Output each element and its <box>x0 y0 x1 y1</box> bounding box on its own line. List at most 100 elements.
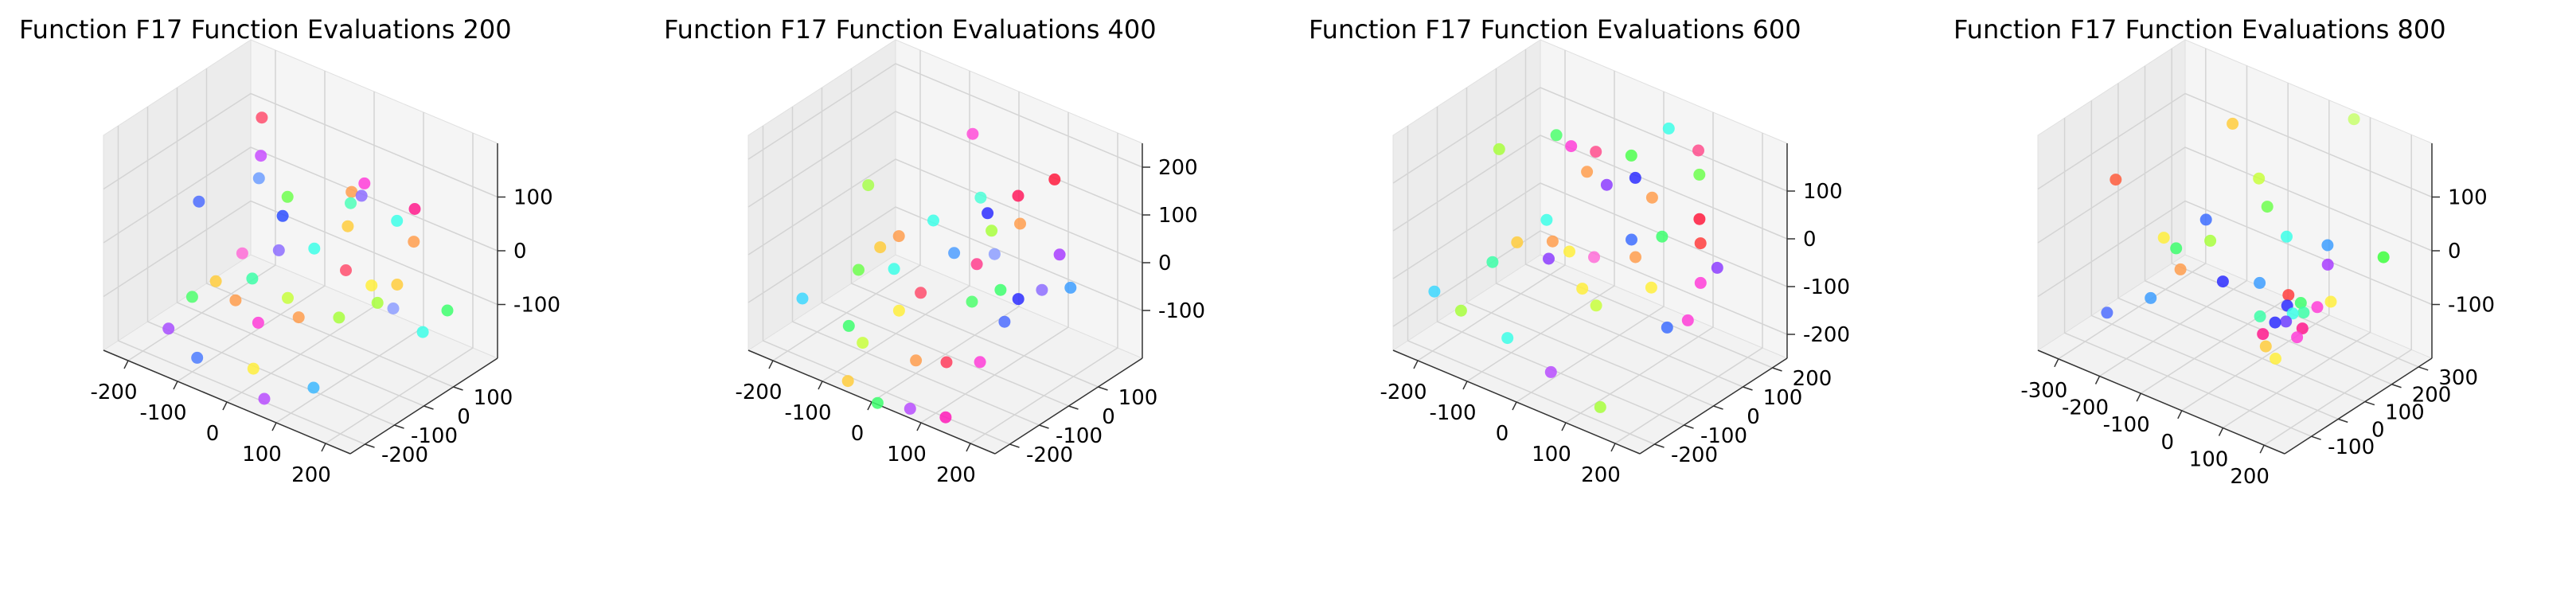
data-point <box>246 272 259 285</box>
gridline-z <box>103 92 498 198</box>
y-tick <box>2391 384 2402 388</box>
gridline-z <box>103 200 498 306</box>
gridline-z <box>1392 230 1788 335</box>
gridline-z <box>1392 182 1788 287</box>
y-tick-label: -100 <box>1056 424 1103 448</box>
data-point <box>2270 353 2281 365</box>
x-tick <box>1462 381 1468 390</box>
scatter3d-plot[interactable]: -300-200-1000100200-1000100200300-100010… <box>1934 0 2571 609</box>
gridline-x <box>2223 117 2371 429</box>
data-point <box>1645 191 1658 204</box>
gridline-y <box>1495 68 1743 388</box>
data-point <box>857 337 869 349</box>
data-point <box>258 392 271 405</box>
data-point <box>998 315 1011 328</box>
data-point <box>853 264 865 276</box>
data-point <box>982 207 994 220</box>
data-point <box>841 375 854 388</box>
data-point <box>1581 166 1594 178</box>
data-point <box>2348 113 2360 126</box>
data-point <box>2170 242 2183 255</box>
data-point <box>191 351 204 364</box>
data-point <box>1693 213 1706 225</box>
z-tick-label: -100 <box>2448 294 2495 318</box>
gridline-y <box>1436 107 1684 426</box>
gridline-x <box>2263 135 2412 446</box>
gridline-y <box>1466 88 1714 407</box>
data-point <box>282 291 294 304</box>
data-point <box>888 263 900 275</box>
data-point <box>842 319 855 332</box>
data-point <box>365 279 378 292</box>
data-point <box>355 189 368 202</box>
gridline-z <box>1392 87 1788 192</box>
data-point <box>1546 235 1559 248</box>
y-tick <box>2338 418 2348 424</box>
subplot-1: Function F17 Function Evaluations 200 -2… <box>0 0 637 609</box>
data-point <box>408 236 420 248</box>
subplot-3: Function F17 Function Evaluations 600 -2… <box>1290 0 1926 609</box>
subplot-4: Function F17 Function Evaluations 800 -3… <box>1934 0 2571 609</box>
x-tick <box>966 443 971 452</box>
x-tick <box>1610 443 1616 452</box>
data-point <box>2311 301 2324 314</box>
data-point <box>162 322 175 335</box>
x-tick <box>2136 392 2141 402</box>
z-tick-label: -100 <box>1158 299 1205 323</box>
y-tick <box>1039 424 1049 429</box>
scatter3d-plot[interactable]: -200-1000100200-200-1000100200-200-10001… <box>1290 0 1926 609</box>
x-tick-label: 0 <box>851 422 865 446</box>
x-tick-label: -200 <box>1380 381 1427 404</box>
x-tick-label: -200 <box>735 381 782 404</box>
gridline-z <box>747 158 1143 264</box>
y-tick <box>1772 367 1782 372</box>
data-point <box>939 411 952 424</box>
subplot-title: Function F17 Function Evaluations 200 <box>19 14 512 45</box>
data-point <box>2216 275 2229 288</box>
data-point <box>904 402 916 415</box>
data-point <box>2294 297 2307 309</box>
data-point <box>966 295 978 308</box>
data-point <box>441 304 454 317</box>
data-point <box>185 291 198 303</box>
data-point <box>862 179 875 192</box>
y-tick-label: 0 <box>457 405 470 429</box>
data-point <box>229 294 242 306</box>
data-point <box>2254 310 2266 322</box>
data-point <box>2257 328 2270 341</box>
x-tick <box>2259 444 2265 454</box>
y-tick-label: 0 <box>2371 418 2385 442</box>
y-tick <box>394 424 404 429</box>
gridline-z <box>747 63 1143 168</box>
y-tick-label: 100 <box>1763 386 1803 410</box>
data-point <box>193 195 205 208</box>
data-point <box>892 304 905 317</box>
data-point <box>1543 252 1555 265</box>
data-point <box>994 283 1007 296</box>
data-point <box>292 311 305 324</box>
gridline-x <box>2181 100 2330 412</box>
data-point <box>974 356 986 369</box>
x-tick-label: 200 <box>936 463 976 487</box>
x-tick <box>1512 401 1517 411</box>
subplot-2: Function F17 Function Evaluations 400 -2… <box>645 0 1282 609</box>
y-tick <box>453 386 463 391</box>
y-tick <box>1684 424 1694 429</box>
z-tick-label: 100 <box>1803 180 1843 204</box>
x-tick-label: 100 <box>242 443 282 467</box>
x-tick-label: 100 <box>1532 443 1571 467</box>
data-point <box>247 362 260 375</box>
gridline-x <box>1417 50 1566 361</box>
data-point <box>1692 144 1704 157</box>
data-point <box>345 197 357 209</box>
data-point <box>2321 258 2334 271</box>
y-tick-label: 300 <box>2438 366 2478 390</box>
data-point <box>2286 307 2299 320</box>
data-point <box>2174 263 2187 275</box>
y-tick-label: 0 <box>1102 405 1115 429</box>
data-point <box>966 127 979 140</box>
data-point <box>1590 146 1602 158</box>
